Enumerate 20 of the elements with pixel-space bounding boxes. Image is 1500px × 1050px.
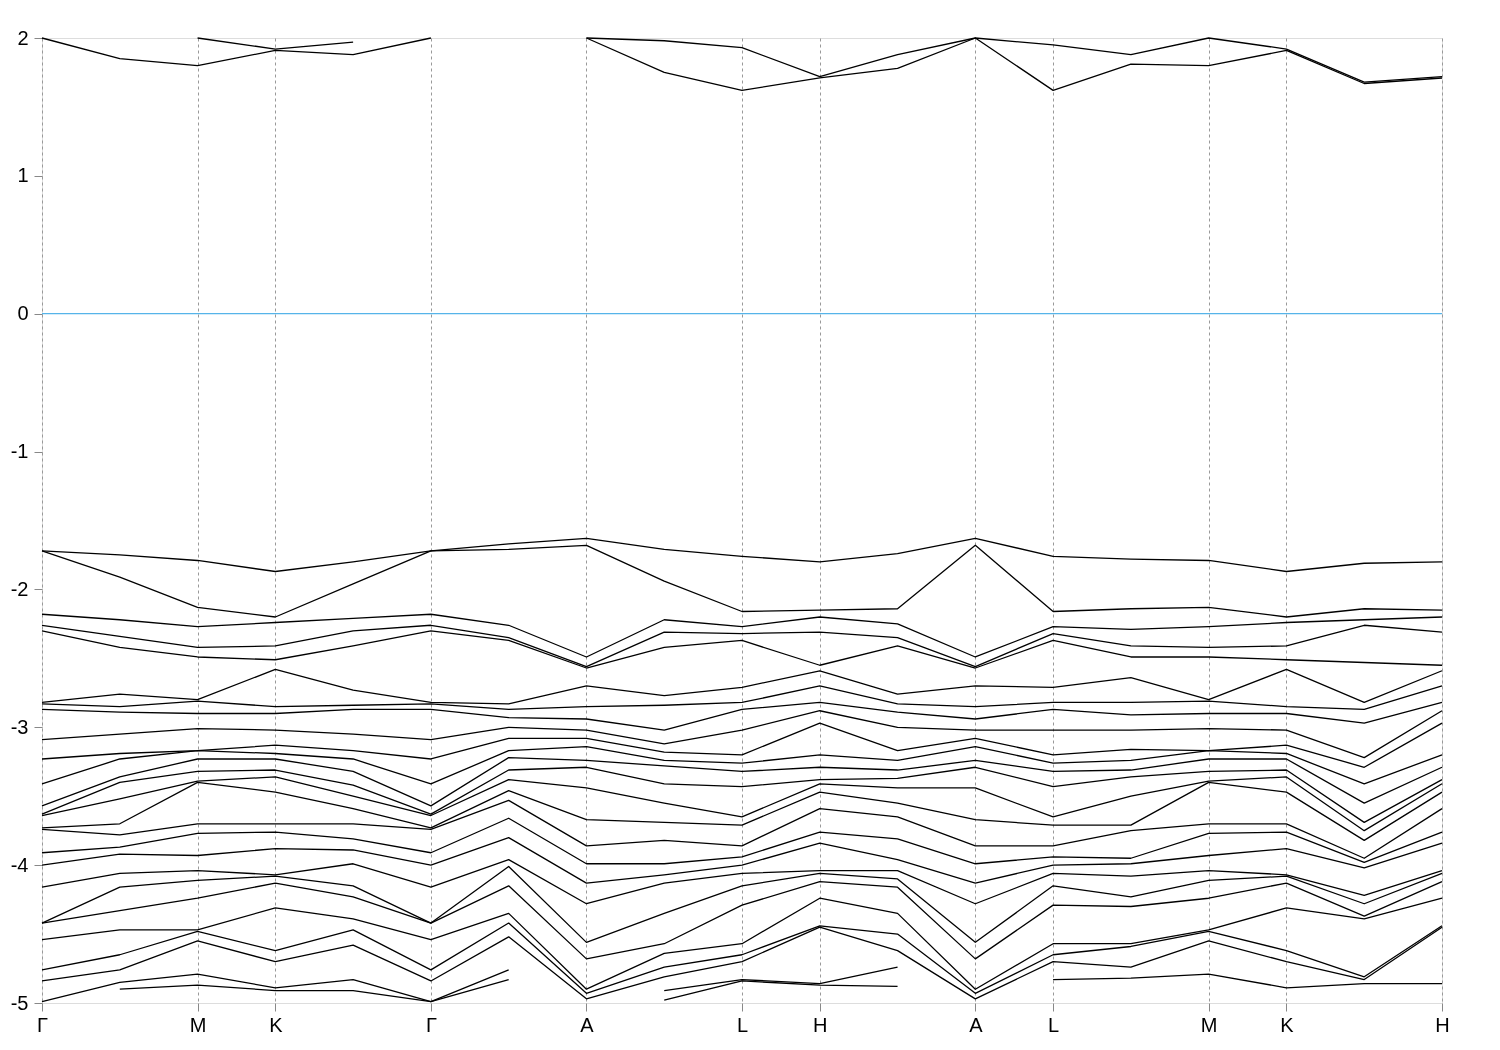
y-tick-label: -2 <box>10 577 29 600</box>
x-tick-label: Γ <box>425 1013 437 1036</box>
x-tick-label: H <box>813 1013 828 1036</box>
x-tick-label: L <box>736 1013 749 1036</box>
y-tick-label: -1 <box>10 440 29 463</box>
x-tick-label: M <box>1200 1013 1218 1036</box>
x-tick-label: L <box>1048 1013 1060 1036</box>
y-tick-label: 1 <box>17 164 29 187</box>
x-tick-label: H <box>1435 1013 1450 1036</box>
x-tick-label: A <box>580 1013 595 1036</box>
y-tick-label: -5 <box>10 991 29 1014</box>
x-tick-label: M <box>189 1013 207 1036</box>
y-tick-label: -4 <box>10 853 29 876</box>
x-tick-label: K <box>1280 1013 1295 1036</box>
x-tick-label: A <box>969 1013 984 1036</box>
y-tick-label: -3 <box>10 715 29 738</box>
y-tick-label: 2 <box>17 26 29 49</box>
x-tick-label: Γ <box>36 1013 49 1036</box>
x-tick-label: K <box>269 1013 284 1036</box>
y-tick-label: 0 <box>17 302 29 325</box>
